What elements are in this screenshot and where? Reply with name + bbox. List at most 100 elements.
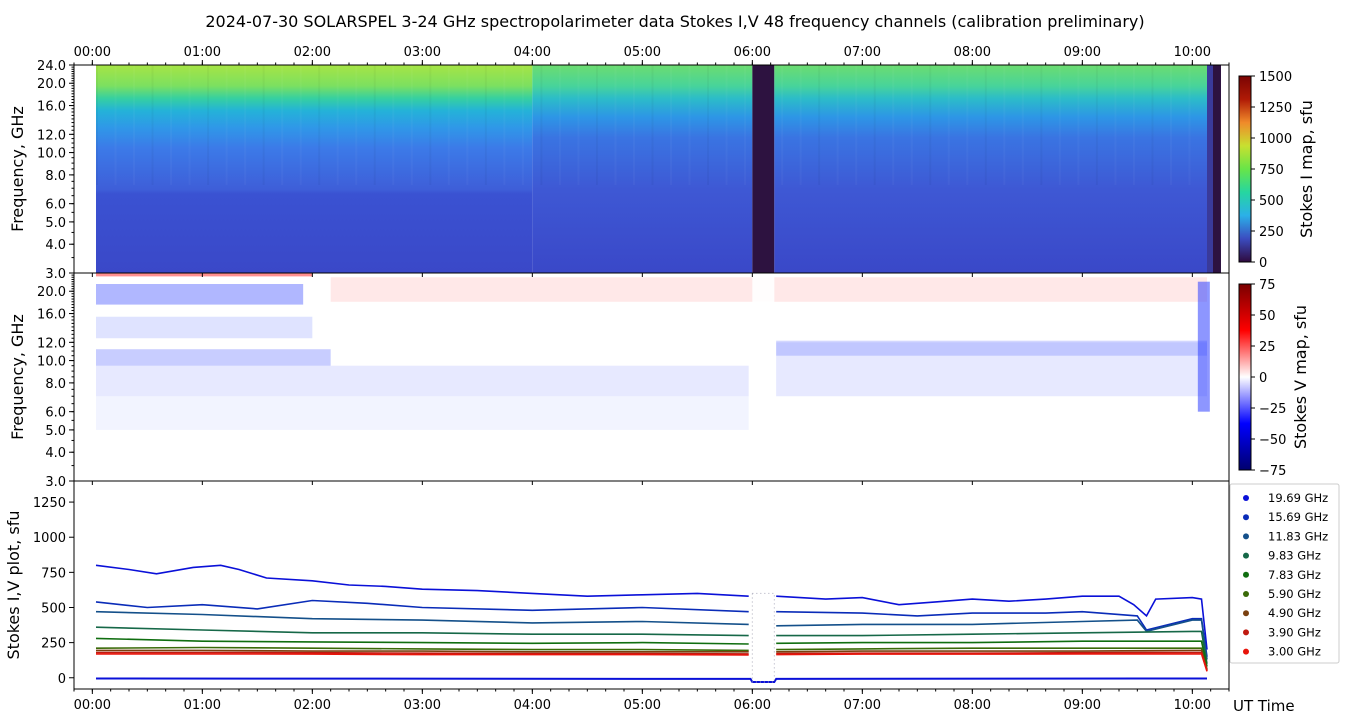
stokes-v-heatmap (96, 273, 1210, 481)
colorbar-tick-label: 500 (1259, 194, 1284, 209)
time-tick-label: 07:00 (844, 698, 881, 713)
colorbar-tick-label: −50 (1259, 433, 1286, 448)
series-line (776, 647, 1208, 670)
legend-marker (1243, 571, 1249, 578)
stokes-v-band-13ghz (96, 316, 313, 339)
stokes-i-end-dark (1213, 65, 1221, 273)
legend-marker (1243, 533, 1249, 540)
stokes-i-yaxis: 3.0 4.0 5.0 6.0 8.0 10.0 12.0 16.0 20.0 24.0 (37, 59, 74, 282)
time-tick-label: 00:00 (74, 45, 111, 60)
time-tick-label: 06:00 (734, 45, 771, 60)
series-line (96, 651, 749, 655)
colorbar-tick-label: 75 (1259, 278, 1276, 293)
series-line (776, 653, 1208, 672)
legend-label: 4.90 GHz (1268, 606, 1321, 620)
legend-marker (1243, 648, 1249, 655)
ytick-label: 10.0 (37, 355, 66, 370)
time-tick-label: 03:00 (404, 698, 441, 713)
ytick-label: 8.0 (45, 377, 66, 392)
series-line (95, 599, 749, 613)
legend-marker (1243, 591, 1249, 597)
legend-marker (1243, 552, 1249, 559)
time-tick-label: 02:00 (294, 45, 331, 60)
stokes-v-band-8ghz (96, 365, 749, 397)
stokes-v-line (95, 677, 1208, 683)
bottom-time-axis: 00:00 01:00 02:00 03:00 04:00 05:00 06:00 07:00… (73, 273, 1230, 713)
ytick-label: 750 (41, 566, 66, 581)
colorbar-tick-label: 25 (1259, 340, 1276, 355)
legend-label: 11.83 GHz (1268, 529, 1328, 543)
colorbar-tick-label: 1500 (1259, 70, 1292, 85)
series-line (776, 630, 1208, 664)
series-line (96, 649, 749, 653)
time-tick-label: 10:00 (1174, 698, 1211, 713)
ytick-label: 5.0 (45, 216, 66, 231)
time-tick-label: 06:00 (734, 698, 771, 713)
ytick-label: 3.0 (45, 267, 66, 282)
time-tick-label: 08:00 (954, 45, 991, 60)
colorbar-tick-label: 1250 (1259, 101, 1292, 116)
stokes-i-band-late (532, 65, 753, 273)
colorbar-tick-label: 0 (1259, 256, 1267, 271)
top-time-axis: 00:00 01:00 02:00 03:00 04:00 05:00 06:00 07:00… (73, 45, 1230, 65)
legend-label: 19.69 GHz (1268, 491, 1328, 505)
series-line (95, 564, 749, 598)
colorbar-tick-label: 750 (1259, 163, 1284, 178)
stokes-v-band-6ghz (96, 396, 749, 430)
time-tick-label: 04:00 (514, 45, 551, 60)
stokes-v-end-edge (1197, 281, 1210, 412)
stokes-v-yaxis: 3.0 4.0 5.0 6.0 8.0 10.0 12.0 16.0 20.0 (37, 272, 74, 490)
stokes-i-panel: 3.0 4.0 5.0 6.0 8.0 10.0 12.0 16.0 20.0 24.0 Freq… (8, 59, 1316, 282)
colorbar-tick-label: −25 (1259, 402, 1286, 417)
ytick-label: 1000 (33, 531, 66, 546)
ytick-label: 20.0 (37, 77, 66, 92)
stokes-i-colorbar-label: Stokes I map, sfu (1297, 100, 1316, 238)
stokes-iv-frame (73, 480, 1230, 690)
ytick-label: 6.0 (45, 406, 66, 421)
stokes-iv-legend: 19.69 GHz 15.69 GHz 11.83 GHz 9.83 GHz 7.83 … (1229, 483, 1340, 664)
ytick-label: 16.0 (37, 308, 66, 323)
stokes-v-band-late (776, 342, 1207, 397)
stokes-i-band-early (96, 65, 533, 273)
ytick-label: 16.0 (37, 100, 66, 115)
stokes-v-colorbar-label: Stokes V map, sfu (1291, 305, 1310, 449)
colorbar-tick-label: 1000 (1259, 132, 1292, 147)
time-tick-label: 01:00 (184, 698, 221, 713)
ytick-label: 3.0 (45, 475, 66, 490)
stokes-v-ylabel: Frequency, GHz (8, 314, 27, 440)
series-line (95, 626, 749, 637)
stokes-iv-plot (95, 564, 1208, 683)
plot-gap-marker (751, 592, 775, 683)
stokes-v-gap (752, 273, 775, 481)
stokes-v-band-18ghz (96, 284, 304, 305)
series-line (776, 649, 1208, 671)
stokes-v-panel: 3.0 4.0 5.0 6.0 8.0 10.0 12.0 16.0 20.0 Frequenc… (8, 272, 1310, 490)
series-line (95, 646, 749, 652)
time-tick-label: 09:00 (1064, 45, 1101, 60)
ytick-label: 4.0 (45, 238, 66, 253)
legend-label: 3.90 GHz (1268, 625, 1321, 639)
series-line (776, 651, 1208, 671)
legend-marker (1243, 514, 1249, 521)
time-tick-label: 01:00 (184, 45, 221, 60)
legend-label: 3.00 GHz (1268, 645, 1321, 659)
stokes-i-ylabel: Frequency, GHz (8, 106, 27, 232)
time-tick-label: 00:00 (74, 698, 111, 713)
stokes-i-gap (752, 65, 775, 273)
series-line (96, 653, 749, 656)
time-tick-label: 05:00 (624, 698, 661, 713)
time-tick-label: 08:00 (954, 698, 991, 713)
colorbar-tick-label: 250 (1259, 225, 1284, 240)
series-line (95, 637, 749, 645)
ytick-label: 0 (58, 672, 66, 687)
time-tick-label: 04:00 (514, 698, 551, 713)
time-tick-label: 09:00 (1064, 698, 1101, 713)
series-line (776, 640, 1208, 667)
ytick-label: 250 (41, 637, 66, 652)
ytick-label: 20.0 (37, 285, 66, 300)
series-line (776, 619, 1208, 660)
stokes-v-band-top-red (96, 273, 313, 277)
legend-label: 9.83 GHz (1268, 549, 1321, 563)
ytick-label: 12.0 (37, 336, 66, 351)
